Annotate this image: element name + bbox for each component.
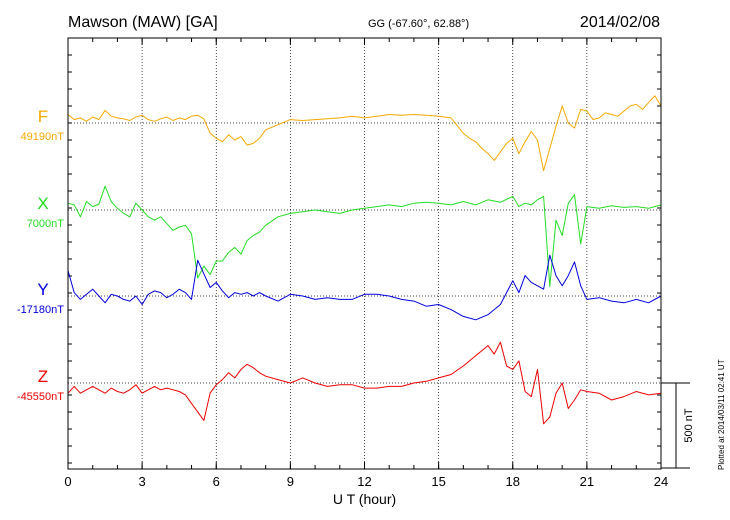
component-labels: F 49190nT X 7000nT Y -17180nT Z -45550nT bbox=[17, 107, 64, 403]
component-name-f: F bbox=[38, 107, 48, 126]
x-tick-label: 9 bbox=[287, 474, 294, 489]
x-tick-label: 18 bbox=[506, 474, 520, 489]
series-layer bbox=[67, 95, 662, 425]
axis-ticks bbox=[67, 37, 662, 469]
plot-frame bbox=[67, 37, 662, 470]
series-line-z bbox=[67, 341, 662, 425]
component-baseline-f: 49190nT bbox=[21, 131, 65, 143]
grid-lines bbox=[68, 38, 661, 469]
chart-date: 2014/02/08 bbox=[580, 14, 660, 31]
component-baseline-x: 7000nT bbox=[27, 218, 65, 230]
component-baseline-y: -17180nT bbox=[17, 304, 64, 316]
x-axis-title: U T (hour) bbox=[333, 491, 396, 507]
x-tick-label: 12 bbox=[357, 474, 371, 489]
component-name-x: X bbox=[37, 194, 48, 213]
x-tick-label: 6 bbox=[213, 474, 220, 489]
x-tick-labels: 0 3 6 9 12 15 18 21 24 bbox=[64, 474, 668, 489]
component-name-y: Y bbox=[37, 280, 48, 299]
x-tick-label: 0 bbox=[64, 474, 71, 489]
series-line-x bbox=[67, 185, 662, 287]
component-baseline-z: -45550nT bbox=[17, 391, 64, 403]
x-tick-label: 24 bbox=[654, 474, 668, 489]
plotted-note: Plotted at 2014/03/11 02:41 UT bbox=[717, 359, 726, 470]
x-tick-label: 21 bbox=[580, 474, 594, 489]
series-line-y bbox=[67, 254, 662, 321]
x-tick-label: 3 bbox=[139, 474, 146, 489]
scale-bar-label: 500 nT bbox=[683, 408, 695, 443]
chart-title: Mawson (MAW) [GA] bbox=[68, 14, 218, 31]
scale-bar: 500 nT bbox=[661, 382, 695, 469]
series-line-f bbox=[67, 95, 662, 172]
component-name-z: Z bbox=[38, 367, 48, 386]
station-coordinates: GG (-67.60°, 62.88°) bbox=[368, 18, 469, 30]
x-tick-label: 15 bbox=[431, 474, 445, 489]
